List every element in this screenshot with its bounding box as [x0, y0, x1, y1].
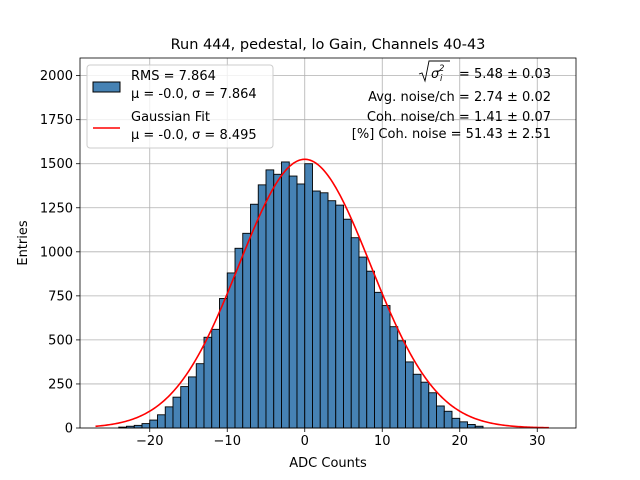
- x-tick-label: 30: [529, 434, 546, 449]
- plot-area-frame: [79, 57, 577, 429]
- histogram-bar: [250, 203, 259, 429]
- histogram-bar: [288, 175, 298, 429]
- x-tick-label: 0: [301, 434, 309, 449]
- histogram-bar: [312, 190, 321, 429]
- histogram-bar: [343, 218, 352, 429]
- histogram-bar: [296, 183, 306, 429]
- histogram-bar: [350, 237, 360, 429]
- histogram-bar: [219, 298, 228, 429]
- histogram-bar: [273, 173, 282, 429]
- histogram-bar: [443, 410, 453, 429]
- y-axis-label: Entries: [16, 220, 31, 266]
- histogram-bar: [451, 417, 461, 429]
- y-tick-label: 500: [48, 333, 73, 348]
- legend-histogram-label-line2: μ = -0.0, σ = 7.864: [131, 87, 257, 102]
- y-tick-label: 2000: [40, 69, 73, 84]
- histogram-bar: [358, 256, 368, 429]
- histogram-bar: [389, 326, 399, 429]
- y-tick-label: 0: [65, 422, 73, 437]
- histogram-bar: [327, 200, 337, 429]
- x-axis-ticks: −20 −10 0 10 20 30: [136, 428, 546, 449]
- legend-box: [86, 64, 274, 149]
- histogram-bar: [180, 386, 189, 429]
- svg-text:σ: σ: [431, 67, 440, 82]
- histogram-bar: [226, 272, 236, 429]
- histogram-bar: [412, 373, 422, 429]
- histogram-bar: [211, 328, 220, 429]
- y-tick-label: 1250: [40, 201, 73, 216]
- y-tick-label: 250: [48, 377, 73, 392]
- histogram-bar: [304, 163, 313, 429]
- histogram-bar: [420, 381, 430, 429]
- gaussian-fit-curve: [95, 158, 549, 429]
- x-tick-label: −20: [136, 434, 163, 449]
- histogram-bar: [397, 340, 406, 429]
- histogram-bar: [405, 361, 414, 429]
- histogram-bar: [188, 376, 197, 429]
- gaussian-fit-layer: [95, 158, 549, 429]
- y-axis-ticks: 0 250 500 750 1000 1250 1500 1750 2000: [40, 69, 80, 437]
- y-tick-label: 1000: [40, 245, 73, 260]
- histogram-bar: [195, 363, 205, 429]
- sqrt-sigma-symbol: σ 2 i: [418, 60, 450, 84]
- coh-noise-annotation: Coh. noise/ch = 1.41 ± 0.07: [367, 110, 551, 125]
- histogram-bar: [428, 392, 437, 429]
- svg-text:2: 2: [439, 64, 444, 74]
- legend-fit-label-line1: Gaussian Fit: [131, 110, 210, 125]
- x-tick-label: −10: [214, 434, 241, 449]
- legend-fit-label-line2: μ = -0.0, σ = 8.495: [131, 128, 257, 143]
- histogram-bar: [335, 204, 344, 429]
- y-tick-label: 1500: [40, 157, 73, 172]
- histogram-bar: [281, 161, 290, 429]
- chart-title: Run 444, pedestal, lo Gain, Channels 40-…: [171, 37, 486, 53]
- legend-histogram-label-line1: RMS = 7.864: [131, 69, 216, 84]
- noise-annotations: σ 2 i = 5.48 ± 0.03 Avg. noise/ch = 2.74…: [352, 60, 551, 142]
- y-tick-label: 1750: [40, 113, 73, 128]
- x-tick-label: 20: [451, 434, 468, 449]
- histogram-bar: [157, 414, 166, 429]
- histogram-bar: [374, 291, 383, 429]
- histogram-bar: [141, 423, 151, 429]
- histogram-bar: [172, 396, 182, 429]
- histogram-bar: [459, 421, 468, 429]
- y-tick-label: 750: [48, 289, 73, 304]
- svg-text:i: i: [440, 74, 443, 84]
- histogram-bar: [319, 192, 329, 429]
- histogram-bar: [234, 247, 244, 429]
- legend: RMS = 7.864 μ = -0.0, σ = 7.864 Gaussian…: [86, 64, 274, 149]
- histogram-bar: [436, 405, 445, 429]
- x-tick-label: 10: [374, 434, 391, 449]
- histogram-bar: [149, 419, 158, 429]
- avg-noise-annotation: Avg. noise/ch = 2.74 ± 0.02: [368, 90, 551, 105]
- histogram-bar: [242, 232, 251, 429]
- legend-histogram-swatch: [92, 81, 121, 93]
- histogram-bar: [467, 424, 476, 429]
- histogram-bar: [381, 305, 391, 429]
- histogram-bar: [257, 184, 267, 429]
- histogram-bar: [164, 406, 174, 429]
- coh-percent-annotation: [%] Coh. noise = 51.43 ± 2.51: [352, 127, 551, 142]
- histogram-bar: [366, 270, 375, 429]
- x-axis-label: ADC Counts: [289, 456, 367, 471]
- sigma-annotation: = 5.48 ± 0.03: [459, 67, 551, 82]
- histogram-bar: [265, 169, 275, 429]
- histogram-bar: [203, 336, 213, 429]
